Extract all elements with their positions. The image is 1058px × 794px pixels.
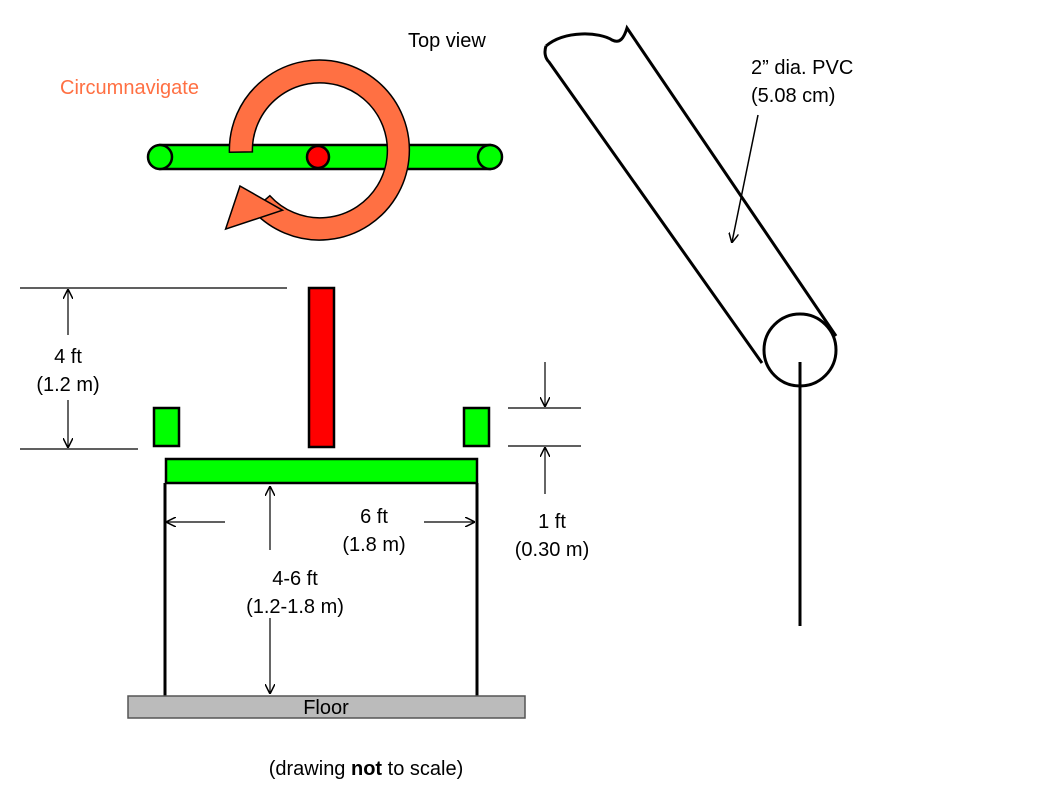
floor-label: Floor: [303, 697, 349, 719]
dim-1ft-metric: (0.30 m): [515, 539, 589, 561]
top-view-left-post: [146, 143, 174, 171]
right-green-post: [462, 406, 491, 448]
dim-4ft-label: 4 ft: [54, 346, 82, 368]
pvc-label-metric: (5.08 cm): [751, 85, 835, 107]
dim-6ft-label: 6 ft: [360, 506, 388, 528]
red-center-pole: [307, 286, 336, 449]
dim-4ft-metric: (1.2 m): [36, 374, 99, 396]
scale-note-prefix: (drawing: [269, 758, 351, 780]
dim-1ft-label: 1 ft: [538, 511, 566, 533]
top-view-right-post: [476, 143, 504, 171]
side-view: Floor 4 ft (1.2 m) 6 ft (1.8 m) 4-6 ft (…: [20, 286, 589, 719]
dim-6ft-metric: (1.8 m): [342, 534, 405, 556]
top-view-center-post: [305, 144, 331, 170]
pvc-pipe-body: [543, 24, 838, 364]
top-view: Top view Circumnavigate: [60, 30, 504, 241]
pvc-pipe-detail: 2” dia. PVC (5.08 cm): [543, 24, 853, 626]
pvc-label-size: 2” dia. PVC: [751, 57, 853, 79]
left-green-post: [152, 406, 181, 448]
circumnavigate-label: Circumnavigate: [60, 77, 199, 99]
scale-note-bold: not: [351, 758, 382, 780]
dim-leg-label: 4-6 ft: [272, 568, 318, 590]
circumnavigate-arrow: [224, 59, 411, 241]
top-view-label: Top view: [408, 30, 486, 52]
scale-note-suffix: to scale): [382, 758, 463, 780]
table-top: [164, 457, 479, 485]
floor-slab: [127, 695, 526, 719]
pvc-pointer-arrow: [732, 114, 759, 242]
dim-leg-metric: (1.2-1.8 m): [246, 596, 344, 618]
scale-note: (drawing not to scale): [269, 758, 464, 780]
